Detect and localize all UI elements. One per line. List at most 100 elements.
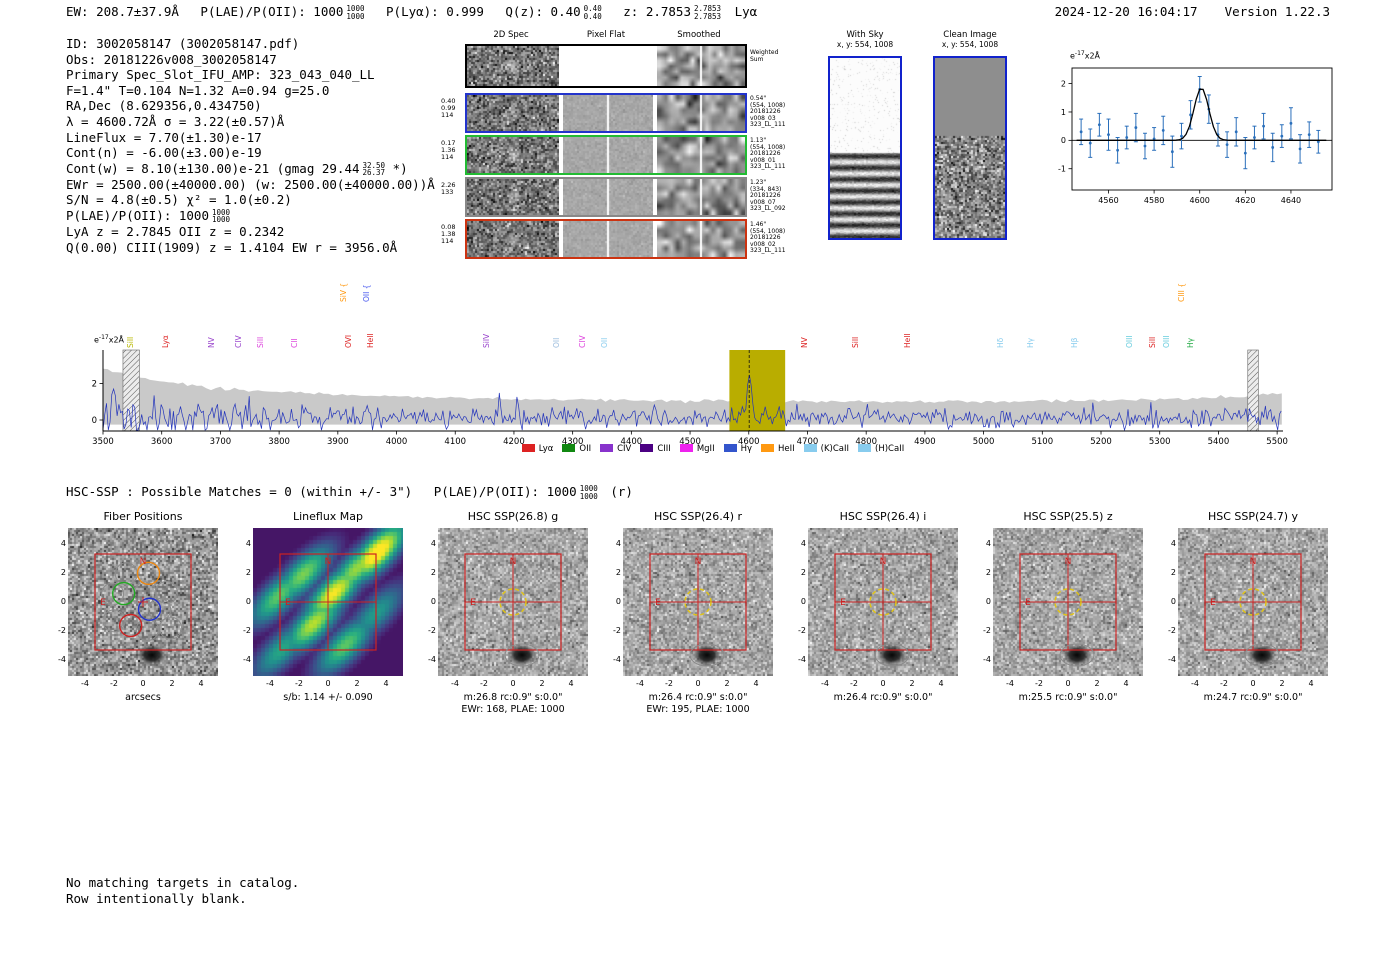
contw-suffix: *) — [392, 160, 408, 176]
smoothed-image — [657, 95, 745, 131]
info-sn: S/N = 4.8(±0.5) χ² = 1.0(±0.2) — [66, 192, 292, 208]
legend-item: CIV — [600, 444, 631, 454]
info-ewr: EWr = 2500.00(±40000.00) (w: 2500.00(±40… — [66, 176, 435, 192]
full-spectrum-plot: SiII Lyα NV CIV SiII CII SiV {OII {OVI HeII SiIV… — [88, 270, 1338, 470]
y-tick-label: -2 — [243, 626, 251, 635]
spec2d-right-value: v008_07 — [750, 198, 776, 206]
cutout-title: HSC SSP(24.7) y — [1207, 510, 1299, 523]
spec2d-left-value: 2.26 — [441, 181, 456, 189]
legend-swatch — [640, 444, 654, 452]
detection-info-block: ID: 3002058147 (3002058147.pdf) Obs: 201… — [66, 36, 435, 255]
smoothed-image — [657, 221, 745, 257]
x-tick-label: -2 — [480, 679, 488, 688]
cutout-image — [1178, 528, 1328, 676]
hsc-plae-lo: 1000 — [579, 491, 598, 501]
svg-text:3700: 3700 — [210, 437, 232, 446]
info-plae: P(LAE)/P(OII): 1000 1000 1000 — [66, 208, 435, 224]
y-tick-label: -2 — [613, 626, 621, 635]
info-plae-range: 1000 1000 — [212, 209, 230, 224]
cutout-caption: m:25.5 rc:0.9" s:0.0" — [1018, 692, 1118, 703]
withsky-panel: With Sky x, y: 554, 1008 — [828, 30, 902, 240]
info-plae-lo: 1000 — [212, 215, 231, 225]
legend-item: Hγ — [723, 444, 752, 454]
x-tick-label: 2 — [1094, 679, 1100, 688]
weighted-sum-label: Weighted Sum — [750, 49, 802, 63]
svg-text:4000: 4000 — [386, 437, 408, 446]
svg-text:0: 0 — [1061, 136, 1066, 145]
cutout-caption: m:26.4 rc:0.9" s:0.0" — [833, 692, 933, 703]
y-tick-label: 4 — [430, 539, 436, 548]
spec2d-right-value: (334, 843) — [750, 185, 782, 193]
emission-line-label: OII — [552, 337, 562, 348]
x-tick-label: 4 — [568, 679, 574, 688]
x-tick-label: 2 — [539, 679, 545, 688]
spec2d-right-value: 1.13" — [750, 137, 767, 144]
spec2d-right-value: 20181226 — [750, 234, 781, 242]
emission-line-label: CII — [289, 338, 299, 348]
contw-text: Cont(w) = 8.10(±130.00)e-21 (gmag 29.44 — [66, 160, 360, 176]
legend-label: MgII — [696, 444, 715, 454]
emission-line-label: OIII — [1161, 335, 1171, 348]
x-tick-label: -4 — [821, 679, 829, 688]
spec2d-right-value: 20181226 — [750, 108, 781, 116]
spec2d-row-left-labels: 0.40 0.99 114 — [441, 98, 463, 119]
pixelflat-image — [563, 221, 653, 257]
spec2d-right-value: 20181226 — [750, 150, 781, 158]
x-tick-label: -4 — [451, 679, 459, 688]
y-tick-label: 4 — [60, 539, 66, 548]
ylabel-exp: -17 — [1074, 50, 1085, 57]
x-tick-label: -4 — [81, 679, 89, 688]
footer-line-1: No matching targets in catalog. — [66, 875, 300, 890]
cutout-caption2: EWr: 168, PLAE: 1000 — [461, 704, 565, 715]
y-tick-label: 4 — [245, 539, 251, 548]
cutout-image — [253, 528, 403, 676]
svg-text:2: 2 — [92, 379, 97, 389]
legend-label: HeII — [778, 444, 795, 454]
x-tick-label: -4 — [266, 679, 274, 688]
spec2d-right-value: v008_03 — [750, 114, 776, 122]
spec2d-row-right-labels: 1.13" (554, 1008) 20181226 v008_01 323_LL_11… — [750, 137, 802, 171]
spec2d-left-value: 114 — [441, 111, 454, 119]
svg-text:5100: 5100 — [1031, 437, 1053, 446]
x-tick-label: -4 — [1191, 679, 1199, 688]
cutout-caption: s/b: 1.14 +/- 0.090 — [283, 692, 373, 703]
y-tick-label: 2 — [615, 568, 621, 577]
y-tick-label: 4 — [800, 539, 806, 548]
emission-line-label: SiII — [125, 336, 135, 348]
classification-label: Lyα — [734, 4, 758, 19]
x-tick-label: 2 — [1279, 679, 1285, 688]
smoothed-image — [657, 179, 745, 215]
x-tick-label: 0 — [510, 679, 516, 688]
z-value: z: 2.7853 — [623, 4, 691, 19]
emission-line-label: CIV — [577, 335, 587, 348]
emission-line-label: OVI — [343, 334, 353, 348]
emission-line-label: HeII — [902, 333, 912, 348]
spec2d-left-value: 1.36 — [441, 146, 456, 154]
y-tick-label: 4 — [1170, 539, 1176, 548]
ylabel-base: e — [1070, 51, 1075, 61]
plae-lo: 1000 — [346, 11, 365, 21]
spec2d-right-value: 323_LL_092 — [750, 205, 786, 213]
svg-text:4580: 4580 — [1144, 196, 1164, 205]
cutout-title: HSC SSP(26.8) g — [467, 510, 559, 523]
gmag-lo: 26.37 — [362, 168, 386, 178]
cutout-caption: m:26.8 rc:0.9" s:0.0" — [463, 692, 563, 703]
line-fit-plot: e-17x2Å 4560 4580 4600 4620 4640 -1 0 1 2 — [1040, 50, 1340, 225]
spec2d-row — [465, 93, 747, 133]
withsky-title: With Sky — [846, 30, 884, 40]
spec2d-row-right-labels: 1.46" (554, 1008) 20181226 v008_02 323_LL_11… — [750, 221, 802, 255]
pixelflat-col-title: Pixel Flat — [586, 30, 626, 40]
zoom-plot-svg: 4560 4580 4600 4620 4640 -1 0 1 2 — [1058, 67, 1333, 205]
plya-value: P(Lyα): 0.999 — [386, 4, 484, 19]
gmag-hi: 32.50 — [362, 160, 386, 170]
y-tick-label: -4 — [983, 655, 991, 664]
spec2d-right-value: 323_LL_111 — [750, 163, 786, 171]
legend-label: CIII — [657, 444, 671, 454]
spec2d-right-value: 0.54" — [750, 95, 767, 102]
y-tick-label: 0 — [430, 597, 436, 606]
qz-value: Q(z): 0.40 — [505, 4, 581, 19]
emission-line-label: NV — [207, 337, 217, 348]
x-tick-label: 2 — [354, 679, 360, 688]
plae-value: P(LAE)/P(OII): 1000 — [200, 4, 344, 19]
cutout-title: HSC SSP(25.5) z — [1023, 510, 1113, 523]
